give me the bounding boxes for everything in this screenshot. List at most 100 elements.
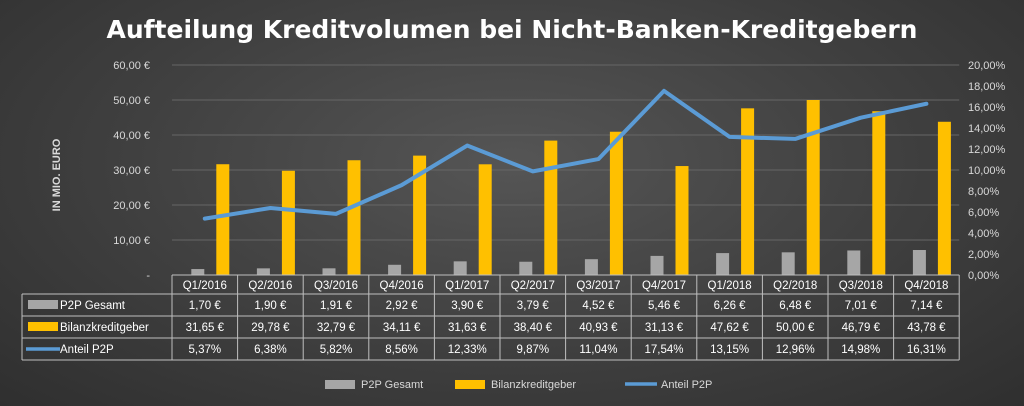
y2-axis-ticks: 0,00% 2,00% 4,00% 6,00% 8,00% 10,00% 12,00% 14,… <box>968 60 1006 282</box>
row-label: P2P Gesamt <box>60 300 126 312</box>
y-axis-label: IN MIO. EURO <box>51 138 63 211</box>
table-cell: 40,93 € <box>579 322 618 334</box>
table-cell: 47,62 € <box>710 322 749 334</box>
line-group <box>202 88 929 221</box>
category-label: Q2/2016 <box>248 280 292 292</box>
table-cell: 3,90 € <box>451 300 484 312</box>
y2-tick-label: 4,00% <box>968 228 999 240</box>
legend-swatch <box>455 380 485 389</box>
y-tick-label: 20,00 € <box>113 200 150 212</box>
table-cell: 14,98% <box>841 344 880 356</box>
y2-tick-label: 2,00% <box>968 249 999 261</box>
legend-label: P2P Gesamt <box>361 379 423 391</box>
table-cell: 4,52 € <box>582 300 615 312</box>
bar-bilanzkreditgeber <box>741 108 755 275</box>
bar-bilanzkreditgeber <box>216 164 230 275</box>
table-cell: 17,54% <box>644 344 683 356</box>
bar-bilanzkreditgeber <box>413 155 427 275</box>
bar-p2p-gesamt <box>650 255 664 275</box>
row-label: Bilanzkreditgeber <box>60 322 149 334</box>
y2-tick-label: 16,00% <box>968 102 1006 114</box>
bar-p2p-gesamt <box>847 250 861 275</box>
y2-tick-label: 6,00% <box>968 207 999 219</box>
bar-p2p-gesamt <box>388 264 402 275</box>
legend-label: Bilanzkreditgeber <box>491 379 576 391</box>
legend-key-p2p-gesamt <box>28 300 58 309</box>
y-axis-ticks: - 10,00 € 20,00 € 30,00 € 40,00 € 50,00 € 60,0… <box>113 60 150 282</box>
table-cell: 12,96% <box>776 344 815 356</box>
bar-bilanzkreditgeber <box>478 164 492 275</box>
bar-bilanzkreditgeber <box>872 111 886 275</box>
y-tick-label: 30,00 € <box>113 165 150 177</box>
table-cell: 8,56% <box>385 344 418 356</box>
category-label: Q3/2017 <box>576 280 620 292</box>
table-cell: 3,79 € <box>517 300 550 312</box>
table-cell: 50,00 € <box>776 322 815 334</box>
bar-p2p-gesamt <box>781 252 795 275</box>
category-label: Q2/2018 <box>773 280 817 292</box>
category-label: Q1/2016 <box>183 280 227 292</box>
table-cell: 29,78 € <box>251 322 290 334</box>
row-label: Anteil P2P <box>60 344 114 356</box>
table-cell: 34,11 € <box>383 322 421 334</box>
bar-bilanzkreditgeber <box>675 166 689 275</box>
bar-bilanzkreditgeber <box>347 160 361 275</box>
bar-p2p-gesamt <box>912 250 926 275</box>
gridlines <box>172 64 960 241</box>
bar-bilanzkreditgeber <box>937 121 951 276</box>
category-label: Q4/2016 <box>380 280 424 292</box>
y2-tick-label: 18,00% <box>968 81 1006 93</box>
table-cell: 1,70 € <box>189 300 222 312</box>
bar-p2p-gesamt <box>584 259 598 275</box>
category-label: Q1/2018 <box>708 280 752 292</box>
y-tick-label: 60,00 € <box>113 60 150 72</box>
category-label: Q3/2018 <box>839 280 883 292</box>
bar-p2p-gesamt <box>716 253 730 275</box>
y-tick-label: 50,00 € <box>113 95 150 107</box>
y2-tick-label: 20,00% <box>968 60 1006 72</box>
table-cell: 31,63 € <box>448 322 487 334</box>
line-anteil-p2p <box>202 88 929 221</box>
legend: P2P Gesamt Bilanzkreditgeber Anteil P2P <box>325 379 712 391</box>
bar-bilanzkreditgeber <box>281 170 295 275</box>
bar-p2p-gesamt <box>322 268 336 275</box>
legend-swatch <box>325 380 355 389</box>
category-label: Q4/2017 <box>642 280 686 292</box>
table-cell: 46,79 € <box>842 322 881 334</box>
y2-tick-label: 0,00% <box>968 270 999 282</box>
bar-bilanzkreditgeber <box>544 140 558 275</box>
y2-tick-label: 8,00% <box>968 186 999 198</box>
bar-p2p-gesamt <box>256 268 270 275</box>
category-label: Q2/2017 <box>511 280 555 292</box>
y2-tick-label: 12,00% <box>968 144 1006 156</box>
table-cell: 31,13 € <box>645 322 684 334</box>
category-label: Q3/2016 <box>314 280 358 292</box>
table-cell: 11,04% <box>579 344 617 356</box>
table-cell: 5,46 € <box>648 300 681 312</box>
table-cell: 12,33% <box>448 344 487 356</box>
table-cell: 7,14 € <box>910 300 943 312</box>
table-cell: 6,26 € <box>714 300 747 312</box>
legend-label: Anteil P2P <box>661 379 712 391</box>
y-tick-label: 40,00 € <box>113 130 150 142</box>
table-cell: 38,40 € <box>514 322 553 334</box>
data-table: Q1/2016 Q2/2016 Q3/2016 Q4/2016 Q1/2017 Q2/20… <box>21 274 960 361</box>
bar-p2p-gesamt <box>453 261 467 275</box>
chart-title: Aufteilung Kreditvolumen bei Nicht-Banke… <box>107 15 918 44</box>
y2-tick-label: 10,00% <box>968 165 1006 177</box>
y-tick-label: - <box>146 270 150 282</box>
table-cell: 6,48 € <box>779 300 812 312</box>
y2-tick-label: 14,00% <box>968 123 1006 135</box>
legend-key-bilanzkreditgeber <box>28 322 58 331</box>
table-cell: 2,92 € <box>386 300 419 312</box>
table-cell: 31,65 € <box>186 322 225 334</box>
table-cell: 13,15% <box>710 344 749 356</box>
bar-p2p-gesamt <box>191 269 205 275</box>
table-cell: 32,79 € <box>317 322 356 334</box>
bar-bilanzkreditgeber <box>806 100 820 275</box>
category-label: Q1/2017 <box>445 280 489 292</box>
category-label: Q4/2018 <box>904 280 948 292</box>
bar-bilanzkreditgeber <box>609 131 623 275</box>
table-cell: 5,37% <box>188 344 221 356</box>
